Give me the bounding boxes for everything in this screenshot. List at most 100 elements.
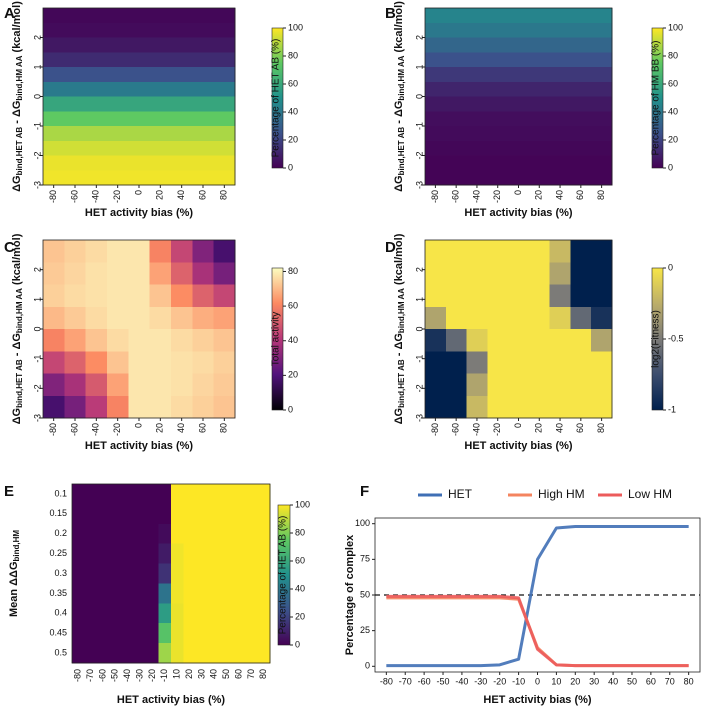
heat-cell <box>171 329 193 352</box>
heat-cell <box>257 523 271 545</box>
heat-cell <box>43 240 65 263</box>
heat-cell <box>171 543 184 565</box>
heat-cell <box>220 623 234 644</box>
colorbar-title: Total activity <box>271 312 282 366</box>
x-tick-label: -70 <box>85 669 95 682</box>
heat-cell <box>171 284 193 308</box>
heat-cell <box>158 643 172 664</box>
y-tick-label: -1 <box>32 122 42 130</box>
heat-cell <box>425 126 613 142</box>
label-part: bind,HET AB <box>15 359 24 408</box>
heat-cell <box>109 563 122 584</box>
heat-cell <box>570 262 592 285</box>
colorbar-tick-label: 80 <box>295 527 305 537</box>
x-tick-label: 60 <box>575 190 585 200</box>
heat-cell <box>72 523 85 545</box>
heat-cell <box>43 373 65 397</box>
x-tick-label: -50 <box>110 669 120 682</box>
heat-cell <box>425 81 613 97</box>
x-tick-label: 70 <box>665 676 675 686</box>
colorbar-tick-label: 0 <box>288 162 293 172</box>
x-tick-label: 20 <box>534 423 544 433</box>
legend-label: Low HM <box>628 487 672 501</box>
heat-cell <box>195 523 209 545</box>
heat-cell <box>121 583 135 604</box>
heat-cell <box>84 503 98 525</box>
heat-cell <box>570 329 592 352</box>
y-tick-label: 0.2 <box>54 528 67 538</box>
heat-cell <box>245 484 259 505</box>
x-tick-label: -20 <box>493 676 506 686</box>
heat-cell <box>128 395 151 419</box>
colorbar <box>271 267 284 411</box>
x-tick-label: -30 <box>474 676 487 686</box>
heat-cell <box>232 484 246 505</box>
heat-cell <box>96 523 110 545</box>
y-tick-label: 0.5 <box>54 647 67 657</box>
heat-cell <box>570 284 592 308</box>
panel-letter: A <box>4 5 15 22</box>
heat-cell <box>466 329 488 352</box>
heat-cell <box>133 623 147 644</box>
y-tick-label: 0.1 <box>54 488 67 498</box>
heat-cell <box>257 503 271 525</box>
y-tick-label: 0 <box>414 94 424 99</box>
heat-cell <box>171 603 184 624</box>
heat-cell <box>64 395 87 419</box>
heat-cell <box>96 623 110 644</box>
heat-cell <box>109 603 122 624</box>
heat-cell <box>549 329 571 352</box>
heat-cell <box>445 329 468 352</box>
heat-cell <box>85 329 108 352</box>
heat-cell <box>183 503 197 525</box>
x-tick-label: 40 <box>608 676 618 686</box>
heat-cell <box>425 67 613 83</box>
heat-cell <box>43 351 65 374</box>
colorbar-tick-label: 80 <box>288 50 298 60</box>
heat-cell <box>425 170 613 186</box>
heat-cell <box>146 563 160 584</box>
colorbar-title: Percentage of HET AB (%) <box>271 39 282 158</box>
heat-cell <box>528 329 551 352</box>
heat-cell <box>109 523 122 545</box>
x-tick-label: -20 <box>112 190 122 203</box>
x-tick-label: 80 <box>219 423 229 433</box>
heat-cell <box>171 351 193 374</box>
heat-cell <box>133 603 147 624</box>
heat-cell <box>121 643 135 664</box>
y-tick-label: 0.3 <box>54 568 67 578</box>
heat-cell <box>85 395 108 419</box>
heat-cell <box>232 603 246 624</box>
label-part: (kcal/mol) <box>11 233 23 288</box>
heat-cell <box>43 111 236 127</box>
heat-cell <box>192 284 215 308</box>
x-axis-title: HET activity bias (%) <box>117 694 226 706</box>
heat-cell <box>146 484 160 505</box>
x-tick-label: -40 <box>471 423 481 436</box>
heat-cell <box>487 351 509 374</box>
heat-cell <box>591 395 613 419</box>
y-axis-title: ΔGbind,HET AB - ΔGbind,HM AA (kcal/mol) <box>393 1 406 192</box>
colorbar-tick-label: 60 <box>288 300 298 310</box>
x-tick-label: 80 <box>219 190 229 200</box>
heat-cell <box>549 395 571 419</box>
heat-cell <box>64 262 87 285</box>
heat-cell <box>549 262 571 285</box>
heat-cell <box>43 8 236 24</box>
heat-cell <box>43 140 236 156</box>
x-tick-label: 0 <box>133 423 143 428</box>
heat-cell <box>445 351 468 374</box>
label-part: (kcal/mol) <box>393 1 405 56</box>
heat-cell <box>64 373 87 397</box>
heat-cell <box>171 395 193 419</box>
heat-cell <box>245 563 259 584</box>
heat-cell <box>220 603 234 624</box>
panel-letter: E <box>4 483 14 500</box>
heat-cell <box>146 543 160 565</box>
heat-cell <box>466 284 488 308</box>
heat-cell <box>133 643 147 664</box>
heat-cell <box>192 329 215 352</box>
heat-cell <box>570 373 592 397</box>
heat-cell <box>133 583 147 604</box>
